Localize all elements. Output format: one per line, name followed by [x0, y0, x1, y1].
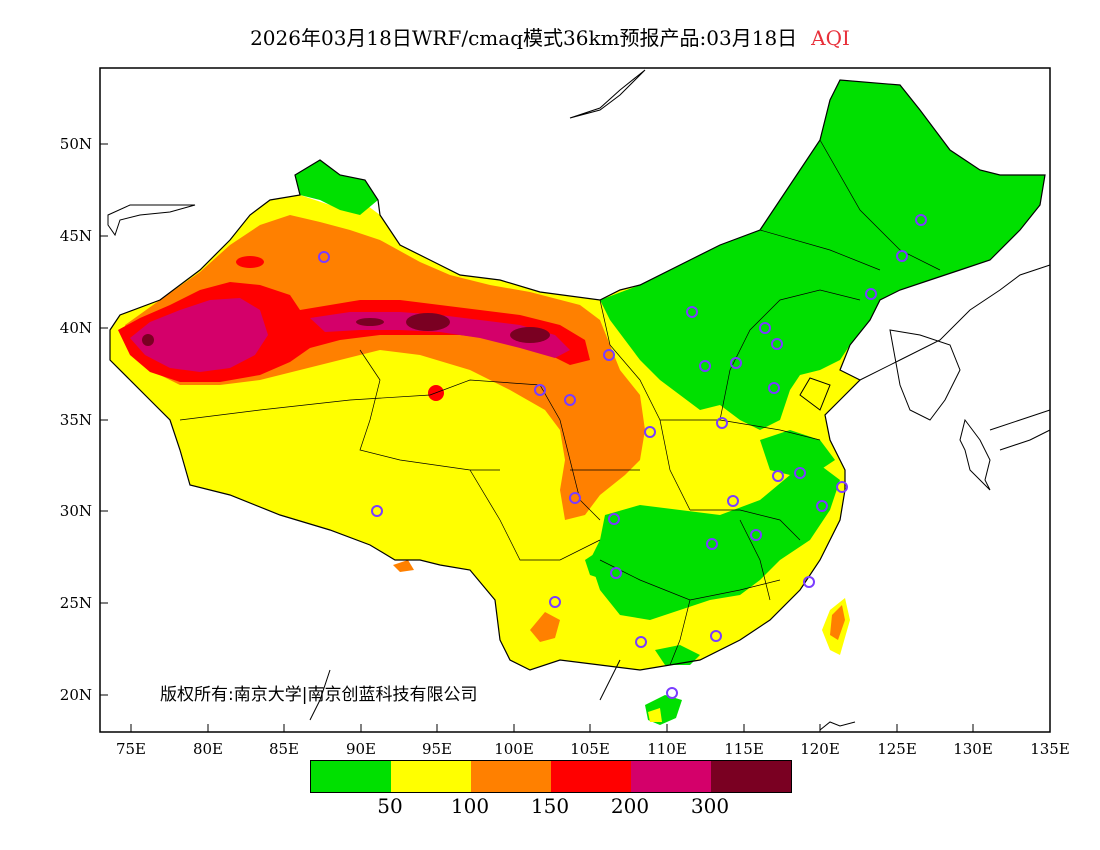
lat-label-20n: 20N	[59, 686, 92, 704]
lon-label-115e: 115E	[724, 740, 764, 758]
legend-break-150: 150	[530, 794, 570, 818]
copyright-credit: 版权所有:南京大学|南京创蓝科技有限公司	[160, 685, 478, 705]
lon-label-75e: 75E	[115, 740, 147, 758]
lon-label-80e: 80E	[192, 740, 224, 758]
variable-label: AQI	[811, 26, 850, 50]
legend-break-50: 50	[377, 794, 403, 818]
lon-label-95e: 95E	[421, 740, 453, 758]
station-markers	[318, 214, 927, 699]
region-good-altay	[295, 160, 378, 215]
lon-label-90e: 90E	[345, 740, 377, 758]
lon-label-85e: 85E	[268, 740, 300, 758]
lat-label-30n: 30N	[59, 502, 92, 520]
lon-label-130e: 130E	[953, 740, 993, 758]
coastlines	[107, 69, 1051, 731]
region-hazardous	[406, 313, 450, 331]
lon-label-105e: 105E	[570, 740, 610, 758]
lon-label-100e: 100E	[494, 740, 534, 758]
title-text: 2026年03月18日WRF/cmaq模式36km预报产品:03月18日	[250, 26, 798, 50]
lat-label-50n: 50N	[59, 135, 92, 153]
lon-label-110e: 110E	[647, 740, 687, 758]
legend-swatch-usg	[471, 761, 551, 792]
map-title: 2026年03月18日WRF/cmaq模式36km预报产品:03月18日 AQI	[0, 22, 1100, 51]
china-border	[109, 79, 1046, 671]
region-very-unhealthy	[130, 298, 268, 372]
lat-label-35n: 35N	[59, 411, 92, 429]
province-borders	[179, 139, 941, 666]
legend-swatch-moderate	[391, 761, 471, 792]
lon-label-135e: 135E	[1030, 740, 1070, 758]
legend-break-200: 200	[610, 794, 650, 818]
lon-label-125e: 125E	[877, 740, 917, 758]
region-good-east	[760, 430, 835, 475]
legend-swatch-hazardous	[711, 761, 791, 792]
aqi-legend	[310, 760, 792, 793]
legend-swatch-very-unhealthy	[631, 761, 711, 792]
lat-label-45n: 45N	[59, 227, 92, 245]
legend-swatch-unhealthy	[551, 761, 631, 792]
lat-label-40n: 40N	[59, 319, 92, 337]
legend-swatch-good	[311, 761, 391, 792]
lat-label-25n: 25N	[59, 594, 92, 612]
legend-break-300: 300	[690, 794, 730, 818]
region-good-south	[590, 465, 840, 620]
lon-label-120e: 120E	[800, 740, 840, 758]
region-good-north	[600, 80, 1045, 430]
legend-break-100: 100	[450, 794, 490, 818]
